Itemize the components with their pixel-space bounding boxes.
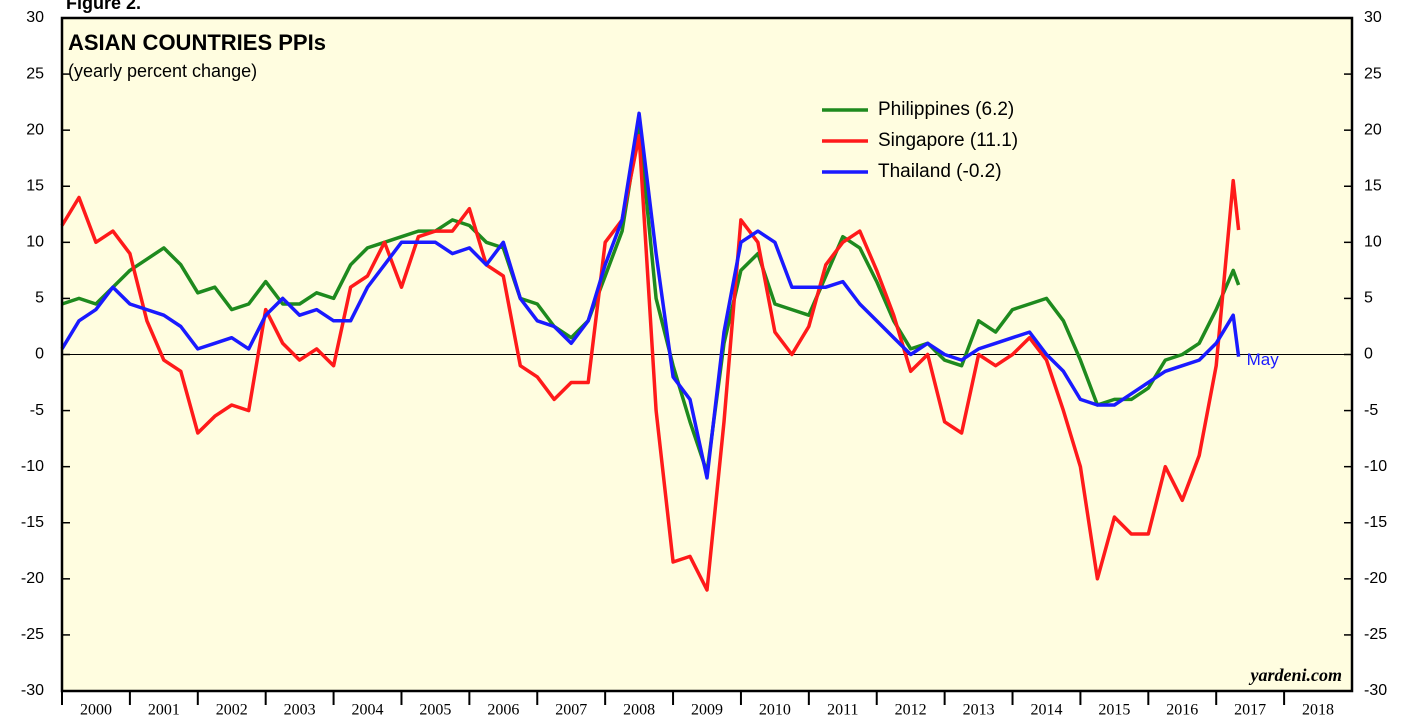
y2-tick-label: 30 <box>1364 9 1382 26</box>
y-tick-label: -5 <box>30 402 44 419</box>
y2-tick-label: -10 <box>1364 458 1387 475</box>
chart-title: ASIAN COUNTRIES PPIs <box>68 30 326 55</box>
y-tick-label: 10 <box>26 234 44 251</box>
x-tick-label: 2000 <box>80 702 112 719</box>
y-tick-label: -15 <box>21 514 44 531</box>
y-tick-label: 0 <box>35 346 44 363</box>
x-tick-label: 2017 <box>1234 702 1266 719</box>
y-tick-label: -30 <box>21 682 44 699</box>
y2-tick-label: -30 <box>1364 682 1387 699</box>
y-tick-label: 20 <box>26 121 44 138</box>
y-tick-label: 25 <box>26 65 44 82</box>
y2-tick-label: 0 <box>1364 346 1373 363</box>
annotation: May <box>1247 350 1280 369</box>
x-tick-label: 2006 <box>487 702 519 719</box>
y2-tick-label: 25 <box>1364 65 1382 82</box>
series-line <box>61 122 1241 475</box>
y2-tick-label: 20 <box>1364 121 1382 138</box>
x-tick-label: 2012 <box>895 702 927 719</box>
x-tick-label: 2011 <box>827 702 858 719</box>
y2-tick-label: -20 <box>1364 570 1387 587</box>
legend-label: Singapore (11.1) <box>878 130 1018 151</box>
legend-label: Thailand (-0.2) <box>878 161 1002 182</box>
legend-label: Philippines (6.2) <box>878 99 1014 120</box>
x-tick-label: 2001 <box>148 702 180 719</box>
y-tick-label: 15 <box>26 177 44 194</box>
series-line <box>60 111 1241 480</box>
y-tick-label: 5 <box>35 290 44 307</box>
y-tick-label: -10 <box>21 458 44 475</box>
y2-tick-label: -25 <box>1364 626 1387 643</box>
x-tick-label: 2013 <box>963 702 995 719</box>
y2-tick-label: 15 <box>1364 177 1382 194</box>
x-tick-label: 2007 <box>555 702 587 719</box>
x-tick-label: 2018 <box>1302 702 1334 719</box>
y-tick-label: -25 <box>21 626 44 643</box>
x-tick-label: 2009 <box>691 702 723 719</box>
x-tick-label: 2014 <box>1030 702 1062 719</box>
series-line <box>60 134 1241 592</box>
x-tick-label: 2005 <box>419 702 451 719</box>
chart-subtitle: (yearly percent change) <box>68 61 257 81</box>
y2-tick-label: -5 <box>1364 402 1378 419</box>
y-tick-label: 30 <box>26 9 44 26</box>
x-tick-label: 2015 <box>1098 702 1130 719</box>
x-tick-label: 2004 <box>352 702 384 719</box>
plot-border <box>60 16 1354 693</box>
x-tick-label: 2016 <box>1166 702 1198 719</box>
y2-tick-label: 10 <box>1364 234 1382 251</box>
source-note: yardeni.com <box>1249 665 1343 685</box>
y2-tick-label: -15 <box>1364 514 1387 531</box>
x-tick-label: 2003 <box>284 702 316 719</box>
y-tick-label: -20 <box>21 570 44 587</box>
x-tick-label: 2002 <box>216 702 248 719</box>
figure-label: Figure 2. <box>66 0 141 13</box>
x-tick-label: 2008 <box>623 702 655 719</box>
y2-tick-label: 5 <box>1364 290 1373 307</box>
x-tick-label: 2010 <box>759 702 791 719</box>
